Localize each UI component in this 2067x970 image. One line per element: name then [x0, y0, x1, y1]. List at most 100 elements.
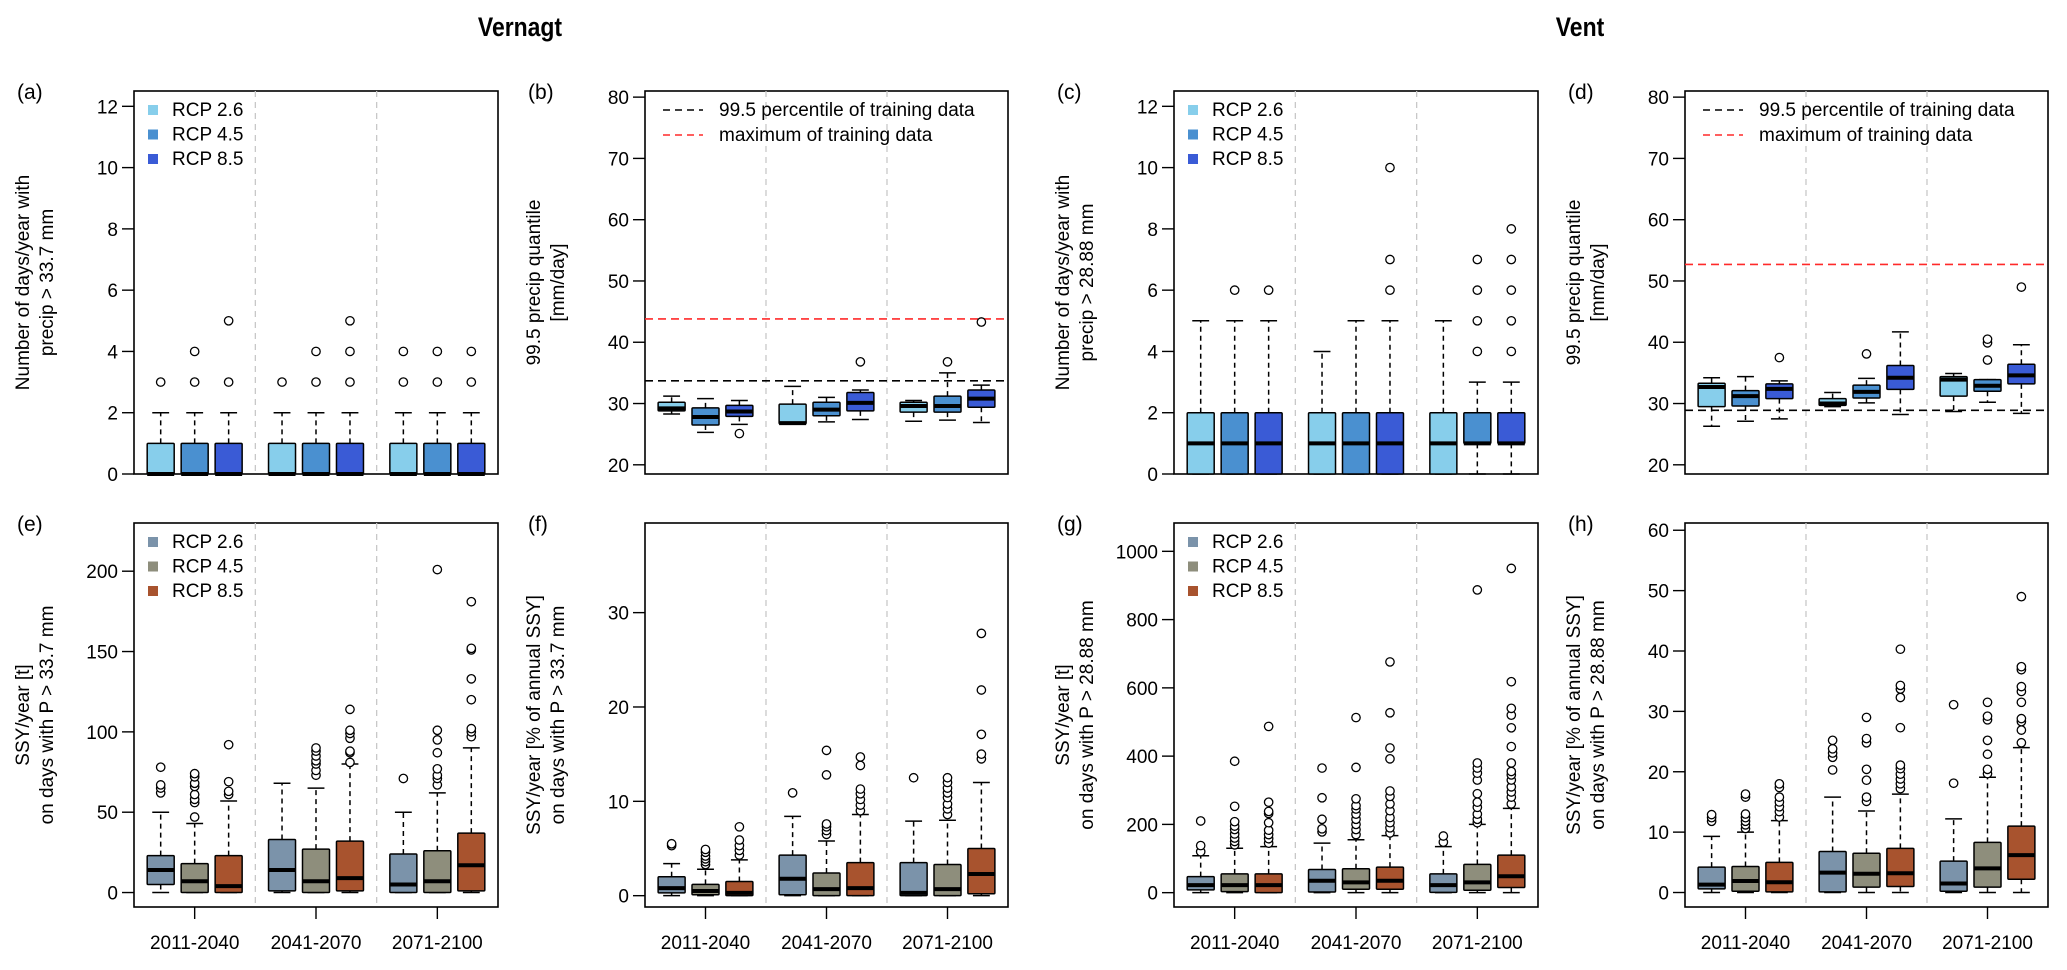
y-tick-label: 40	[1648, 333, 1669, 354]
outlier-point	[466, 694, 477, 705]
outlier-point	[466, 346, 477, 357]
legend-swatch	[1188, 129, 1198, 140]
outlier-point	[189, 377, 200, 387]
y-tick-label: 0	[107, 465, 118, 486]
box-2041-2070-RCP26	[267, 782, 297, 894]
outlier-point	[1385, 743, 1395, 753]
y-tick-label: 30	[608, 604, 629, 625]
outlier-point	[1861, 764, 1872, 775]
outlier-point	[223, 739, 234, 750]
outlier-point	[466, 643, 477, 654]
legend-swatch	[1188, 105, 1198, 115]
outlier-point	[2016, 282, 2027, 292]
iqr-box	[146, 442, 175, 475]
outlier-point	[1895, 692, 1906, 703]
box-2041-2070-RCP45	[812, 745, 841, 897]
box-2011-2040-RCP45	[1220, 756, 1249, 894]
outlier-point	[277, 377, 287, 387]
box-2011-2040-RCP45	[691, 397, 720, 434]
outlier-point	[1982, 697, 1993, 708]
outlier-point	[1948, 778, 1959, 789]
outlier-point	[942, 357, 953, 367]
y-tick-label: 20	[608, 698, 629, 719]
outlier-point	[1827, 765, 1838, 775]
y-tick-label: 10	[1137, 159, 1158, 180]
outlier-point	[432, 377, 443, 387]
box-2011-2040-RCP85	[725, 399, 754, 439]
outlier-point	[1317, 792, 1327, 803]
outlier-point	[1385, 254, 1395, 265]
outlier-point	[1506, 224, 1517, 234]
box-2011-2040-RCP85	[1254, 721, 1283, 894]
legend-swatch	[148, 129, 158, 140]
iqr-box	[1765, 383, 1794, 400]
y-tick-label: 8	[1147, 220, 1158, 241]
box-2071-2100-RCP26	[389, 773, 418, 894]
box-2071-2100-RCP26	[899, 399, 928, 423]
outlier-point	[855, 752, 866, 762]
panel-e: (e) 0 50 100 150 200 SSY/year [t] on days with …	[13, 513, 499, 954]
y-tick-label: 20	[1648, 763, 1669, 784]
y-tick-label: 30	[1648, 395, 1669, 416]
outlier-point	[942, 772, 953, 783]
legend-label: RCP 4.5	[172, 125, 243, 146]
legend-label: RCP 2.6	[1212, 100, 1283, 121]
y-tick-label: 60	[1648, 211, 1669, 232]
box-2041-2070-RCP26	[778, 385, 807, 426]
iqr-box	[1220, 873, 1249, 893]
outlier-point	[1472, 585, 1483, 595]
y-tick-label: 10	[1648, 823, 1669, 844]
outlier-point	[734, 835, 745, 845]
outlier-point	[1861, 775, 1872, 786]
outlier-point	[976, 628, 987, 639]
outlier-point	[1774, 792, 1785, 802]
box-2011-2040-RCP26	[1697, 809, 1726, 894]
iqr-box	[1939, 860, 1968, 893]
box-2071-2100-RCP85	[2007, 591, 2036, 894]
y-axis-label: SSY/year [% of annual SSY]	[1564, 595, 1585, 835]
iqr-box	[335, 840, 365, 892]
y-tick-label: 6	[1147, 281, 1158, 302]
outlier-point	[1948, 699, 1959, 710]
legend-label: 99.5 percentile of training data	[719, 100, 975, 121]
y-tick-label: 50	[1648, 582, 1669, 603]
outlier-point	[311, 377, 321, 387]
outlier-point	[1861, 349, 1872, 359]
box-2041-2070-RCP45	[1852, 712, 1881, 894]
iqr-box	[967, 847, 996, 895]
outlier-point	[1895, 760, 1906, 770]
box-2041-2070-RCP26	[1307, 763, 1337, 894]
panel-label: (c)	[1057, 81, 1082, 104]
box-2071-2100-RCP26	[1429, 831, 1458, 894]
outlier-point	[1506, 722, 1517, 733]
y-axis-label: precip > 33.7 mm	[37, 209, 58, 356]
y-tick-label: 400	[1126, 747, 1158, 768]
outlier-point	[2016, 661, 2027, 672]
legend-label: RCP 2.6	[172, 100, 243, 121]
outlier-point	[2016, 697, 2027, 708]
y-tick-label: 100	[86, 723, 118, 744]
box-2011-2040-RCP26	[1186, 320, 1215, 475]
y-tick-label: 2	[107, 404, 118, 425]
iqr-box	[267, 442, 297, 475]
outlier-point	[1506, 703, 1517, 714]
y-axis-label: SSY/year [% of annual SSY]	[524, 595, 545, 835]
outlier-point	[1740, 809, 1751, 819]
box-2071-2100-RCP26	[389, 346, 418, 476]
box-2071-2100-RCP26	[1429, 320, 1458, 475]
legend-swatch	[1188, 537, 1198, 547]
outlier-point	[1472, 254, 1483, 265]
box-2011-2040-RCP26	[1697, 377, 1726, 427]
outlier-point	[466, 723, 477, 734]
box-2071-2100-RCP26	[1939, 372, 1968, 413]
outlier-point	[432, 763, 443, 774]
panel-label: (e)	[17, 513, 43, 536]
box-2071-2100-RCP45	[1463, 254, 1492, 475]
outlier-point	[466, 596, 477, 607]
panel-f: (f) 0 10 20 30 SSY/year [% of annual SSY] on d…	[524, 513, 1009, 954]
y-tick-label: 4	[107, 342, 118, 363]
iqr-box	[899, 861, 928, 897]
outlier-point	[1385, 707, 1395, 718]
panel-label: (f)	[528, 513, 548, 536]
